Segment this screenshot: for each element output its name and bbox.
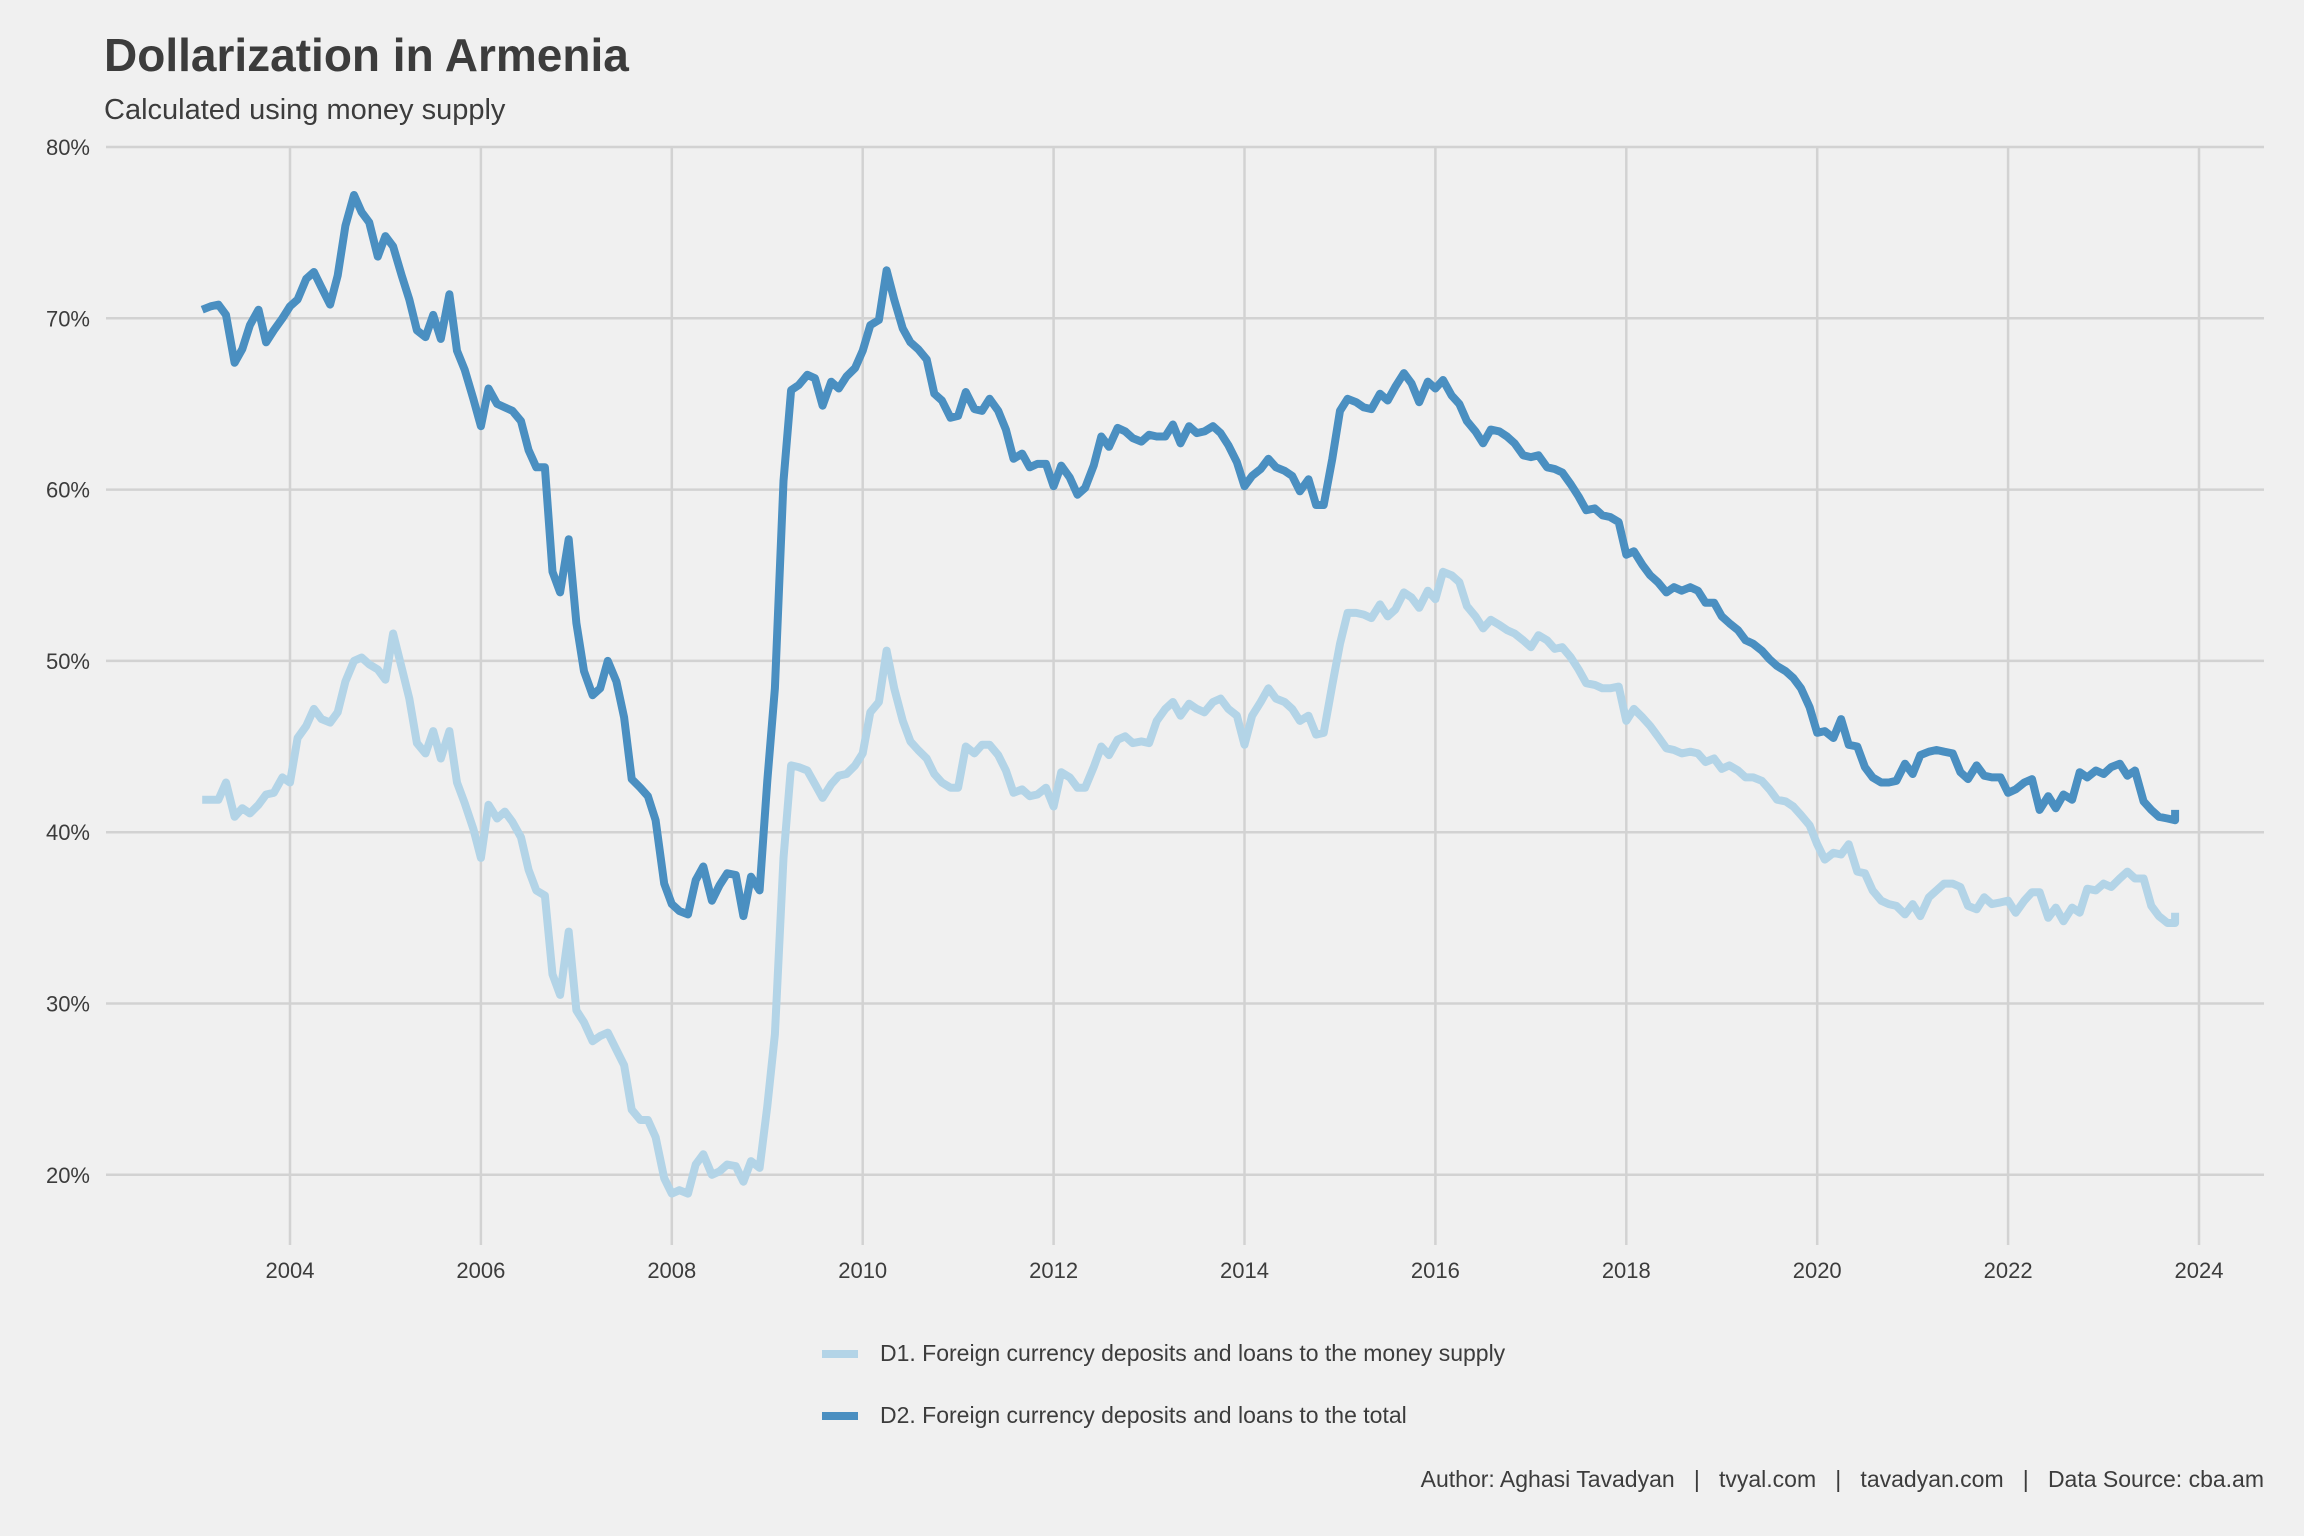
chart-title: Dollarization in Armenia	[104, 29, 629, 81]
x-tick-label: 2018	[1602, 1258, 1651, 1283]
legend-item-d1: D1. Foreign currency deposits and loans …	[822, 1340, 1505, 1367]
legend-label-d2: D2. Foreign currency deposits and loans …	[880, 1402, 1407, 1428]
x-tick-label: 2024	[2175, 1258, 2224, 1283]
y-tick-label: 50%	[46, 649, 90, 674]
legend-label-d1: D1. Foreign currency deposits and loans …	[880, 1340, 1506, 1366]
y-axis-ticks: 20% 30% 40% 50% 60% 70% 80%	[46, 135, 90, 1188]
gridlines	[106, 145, 2264, 1245]
y-tick-label: 80%	[46, 135, 90, 160]
caption: Author: Aghasi Tavadyan | tvyal.com | ta…	[1420, 1466, 2264, 1492]
legend-item-d2: D2. Foreign currency deposits and loans …	[822, 1402, 1407, 1429]
x-tick-label: 2014	[1220, 1258, 1269, 1283]
x-tick-label: 2022	[1984, 1258, 2033, 1283]
x-tick-label: 2016	[1411, 1258, 1460, 1283]
y-tick-label: 70%	[46, 306, 90, 331]
x-tick-label: 2004	[266, 1258, 315, 1283]
series-line-d1	[202, 567, 2180, 1198]
legend-key-d2	[822, 1411, 858, 1420]
x-tick-label: 2012	[1029, 1258, 1078, 1283]
legend-key-d1	[822, 1349, 858, 1358]
x-tick-label: 2010	[838, 1258, 887, 1283]
y-tick-label: 40%	[46, 820, 90, 845]
chart-subtitle: Calculated using money supply	[104, 94, 506, 126]
x-tick-label: 2008	[647, 1258, 696, 1283]
x-tick-label: 2020	[1793, 1258, 1842, 1283]
y-tick-label: 60%	[46, 478, 90, 503]
y-tick-label: 30%	[46, 992, 90, 1017]
y-tick-label: 20%	[46, 1163, 90, 1188]
series-lines	[200, 191, 2180, 1198]
x-tick-label: 2006	[456, 1258, 505, 1283]
x-axis-ticks: 2004 2006 2008 2010 2012 2014 2016 2018 2020 2022…	[266, 1258, 2224, 1283]
series-line-d2	[200, 191, 2180, 921]
